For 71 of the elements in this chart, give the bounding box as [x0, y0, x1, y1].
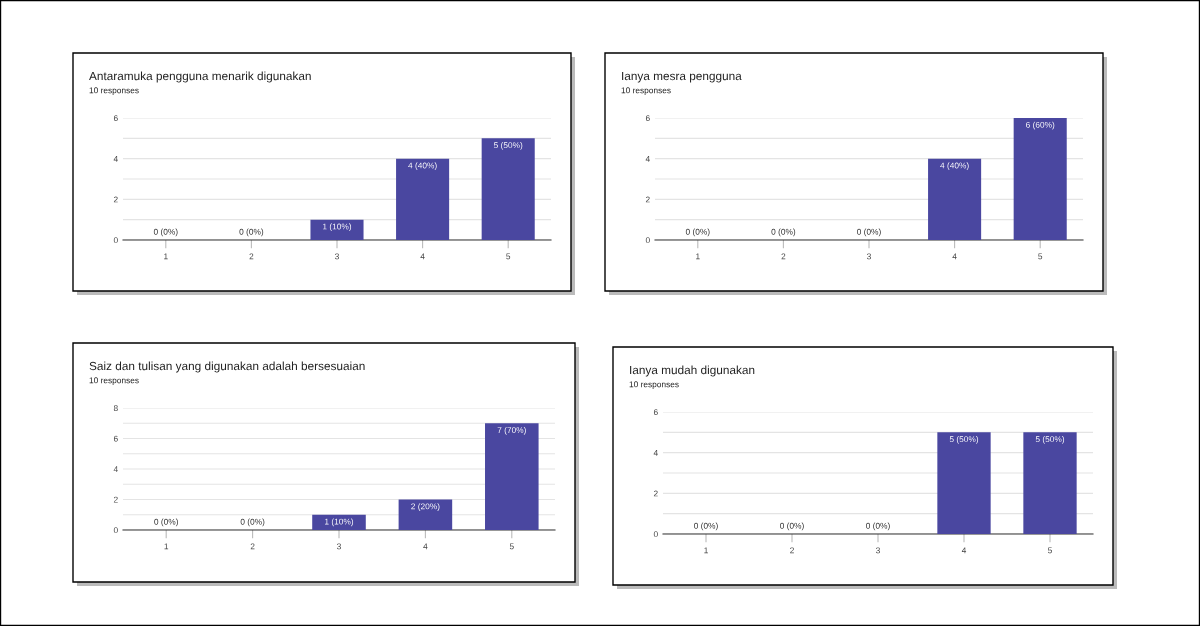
x-tick-label: 1: [696, 253, 700, 260]
x-tick-label: 5: [1038, 253, 1043, 260]
x-tick-label: 4: [952, 253, 957, 260]
chart-subtitle: 10 responses: [621, 87, 671, 95]
x-tick-label: 2: [249, 253, 254, 260]
data-label: 5 (50%): [493, 141, 523, 150]
chart-subtitle: 10 responses: [89, 377, 139, 385]
x-tick-label: 4: [420, 253, 425, 260]
data-label: 0 (0%): [771, 228, 796, 237]
data-label: 1 (10%): [323, 223, 352, 232]
bar: [396, 158, 450, 240]
x-tick-label: 2: [250, 543, 255, 550]
chart-title: Ianya mesra pengguna: [622, 71, 742, 83]
y-tick-label: 4: [113, 466, 118, 473]
y-tick-label: 4: [653, 449, 658, 456]
chart-title: Antaramuka pengguna menarik digunakan: [89, 71, 311, 83]
data-label: 0 (0%): [780, 522, 804, 531]
y-tick-label: 0: [113, 527, 118, 534]
data-label: 0 (0%): [866, 522, 890, 531]
data-label: 2 (20%): [411, 503, 440, 511]
y-tick-label: 2: [113, 496, 118, 503]
data-label: 0 (0%): [857, 228, 881, 237]
y-tick-label: 2: [653, 490, 658, 497]
x-tick-label: 2: [781, 253, 786, 260]
bar: [481, 138, 535, 240]
x-tick-label: 1: [164, 253, 168, 260]
x-tick-label: 5: [1048, 547, 1052, 554]
data-label: 0 (0%): [239, 228, 264, 237]
x-tick-label: 1: [704, 547, 708, 554]
data-label: 0 (0%): [153, 228, 178, 237]
chart-subtitle: 10 responses: [89, 87, 139, 95]
y-tick-label: 2: [113, 196, 118, 203]
x-tick-label: 3: [876, 547, 880, 554]
x-tick-label: 2: [790, 547, 794, 554]
chart-title: Ianya mudah digunakan: [630, 365, 755, 377]
y-tick-label: 8: [113, 405, 118, 412]
x-tick-label: 4: [961, 547, 967, 554]
bar: [398, 499, 453, 530]
bar: [310, 219, 364, 240]
y-tick-label: 0: [113, 237, 118, 244]
data-label: 4 (40%): [940, 162, 969, 171]
data-label: 0 (0%): [694, 522, 718, 531]
y-tick-label: 0: [645, 237, 650, 244]
x-tick-label: 3: [337, 543, 341, 550]
chart-title: Saiz dan tulisan yang digunakan adalah bersesuaian: [89, 361, 365, 373]
y-tick-label: 0: [653, 531, 658, 538]
bar: [485, 423, 539, 530]
y-tick-label: 4: [645, 155, 650, 162]
y-tick-label: 2: [645, 196, 650, 203]
y-tick-label: 4: [113, 155, 118, 162]
data-label: 0 (0%): [154, 518, 178, 527]
data-label: 5 (50%): [949, 435, 979, 444]
chart-subtitle: 10 responses: [629, 381, 679, 389]
bar: [312, 514, 366, 530]
x-tick-label: 5: [506, 253, 511, 260]
data-label: 5 (50%): [1035, 435, 1065, 444]
data-label: 0 (0%): [685, 228, 710, 237]
x-tick-label: 4: [423, 543, 428, 550]
y-tick-label: 6: [113, 435, 118, 442]
y-tick-label: 6: [113, 115, 118, 122]
y-tick-label: 6: [653, 409, 658, 416]
x-tick-label: 5: [509, 543, 514, 550]
x-tick-label: 3: [867, 253, 871, 260]
data-label: 4 (40%): [408, 162, 437, 171]
data-label: 6 (60%): [1026, 121, 1055, 130]
x-tick-label: 3: [335, 253, 339, 260]
x-tick-label: 1: [164, 543, 169, 550]
y-tick-label: 6: [645, 115, 650, 122]
data-label: 7 (70%): [497, 426, 526, 435]
data-label: 1 (10%): [325, 518, 354, 527]
data-label: 0 (0%): [240, 518, 265, 527]
